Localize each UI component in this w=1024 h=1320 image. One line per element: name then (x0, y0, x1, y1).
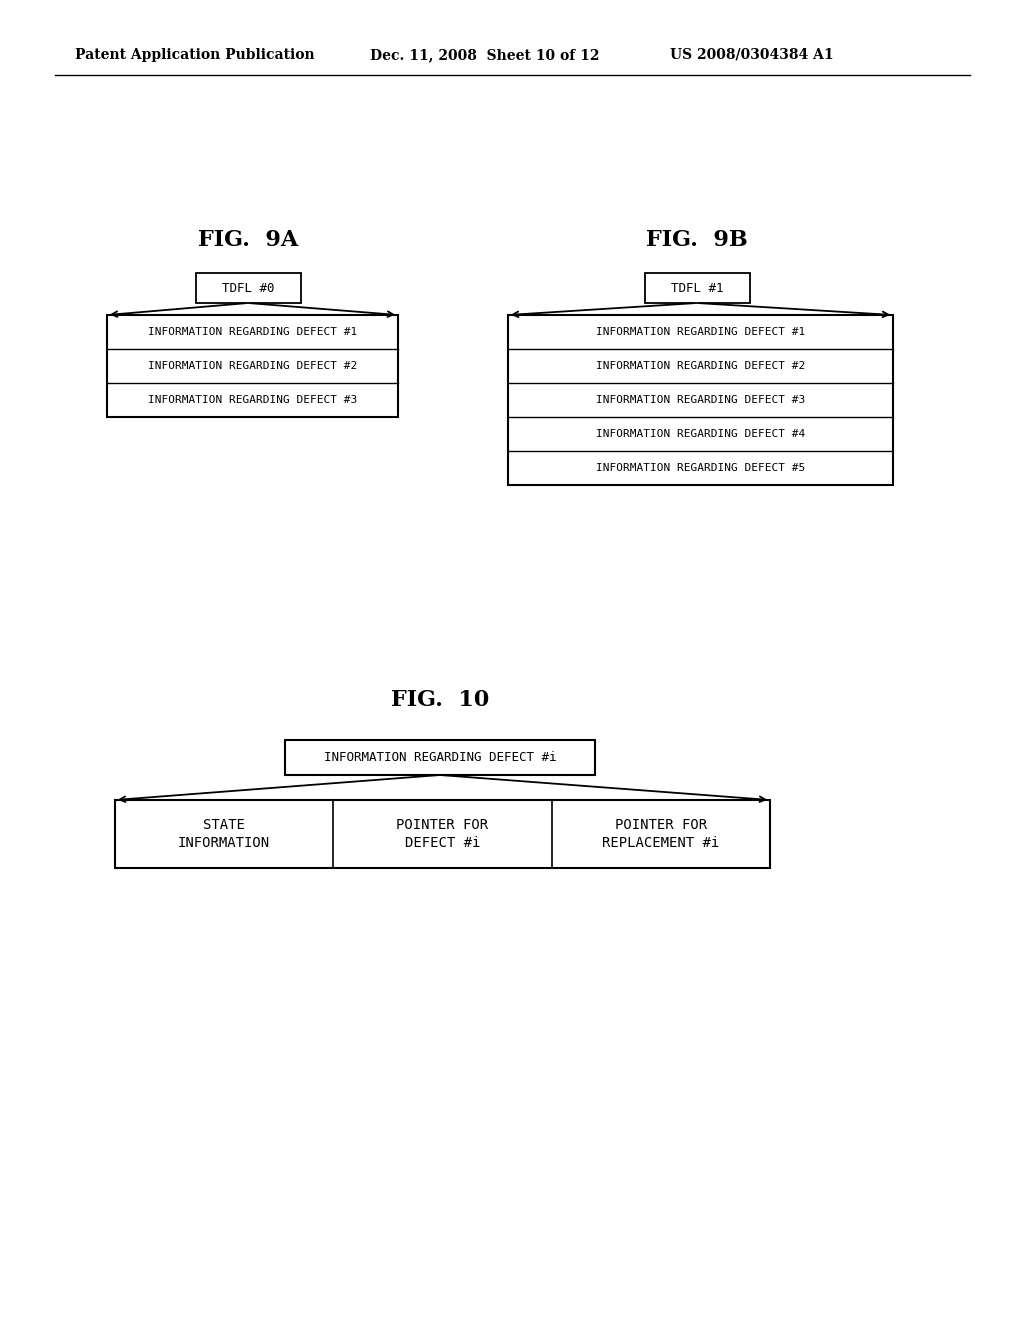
Bar (508, 315, 893, 484)
Text: INFORMATION REGARDING DEFECT #4: INFORMATION REGARDING DEFECT #4 (596, 429, 805, 440)
Text: FIG.  9A: FIG. 9A (198, 228, 298, 251)
Text: POINTER FOR
DEFECT #i: POINTER FOR DEFECT #i (396, 818, 488, 850)
Text: INFORMATION REGARDING DEFECT #3: INFORMATION REGARDING DEFECT #3 (147, 395, 357, 405)
Bar (285, 741, 595, 775)
Bar (115, 800, 770, 869)
Bar (196, 273, 300, 304)
Text: INFORMATION REGARDING DEFECT #3: INFORMATION REGARDING DEFECT #3 (596, 395, 805, 405)
Text: INFORMATION REGARDING DEFECT #1: INFORMATION REGARDING DEFECT #1 (147, 327, 357, 337)
Text: TDFL #1: TDFL #1 (671, 281, 723, 294)
Text: INFORMATION REGARDING DEFECT #5: INFORMATION REGARDING DEFECT #5 (596, 463, 805, 473)
Text: FIG.  10: FIG. 10 (391, 689, 489, 711)
Text: Patent Application Publication: Patent Application Publication (75, 48, 314, 62)
Text: STATE
INFORMATION: STATE INFORMATION (178, 818, 270, 850)
Bar (644, 273, 750, 304)
Bar (106, 315, 398, 417)
Text: FIG.  9B: FIG. 9B (646, 228, 748, 251)
Text: INFORMATION REGARDING DEFECT #1: INFORMATION REGARDING DEFECT #1 (596, 327, 805, 337)
Text: INFORMATION REGARDING DEFECT #2: INFORMATION REGARDING DEFECT #2 (596, 360, 805, 371)
Text: Dec. 11, 2008  Sheet 10 of 12: Dec. 11, 2008 Sheet 10 of 12 (370, 48, 599, 62)
Text: TDFL #0: TDFL #0 (222, 281, 274, 294)
Text: US 2008/0304384 A1: US 2008/0304384 A1 (670, 48, 834, 62)
Text: POINTER FOR
REPLACEMENT #i: POINTER FOR REPLACEMENT #i (602, 818, 720, 850)
Text: INFORMATION REGARDING DEFECT #2: INFORMATION REGARDING DEFECT #2 (147, 360, 357, 371)
Text: INFORMATION REGARDING DEFECT #i: INFORMATION REGARDING DEFECT #i (324, 751, 556, 764)
